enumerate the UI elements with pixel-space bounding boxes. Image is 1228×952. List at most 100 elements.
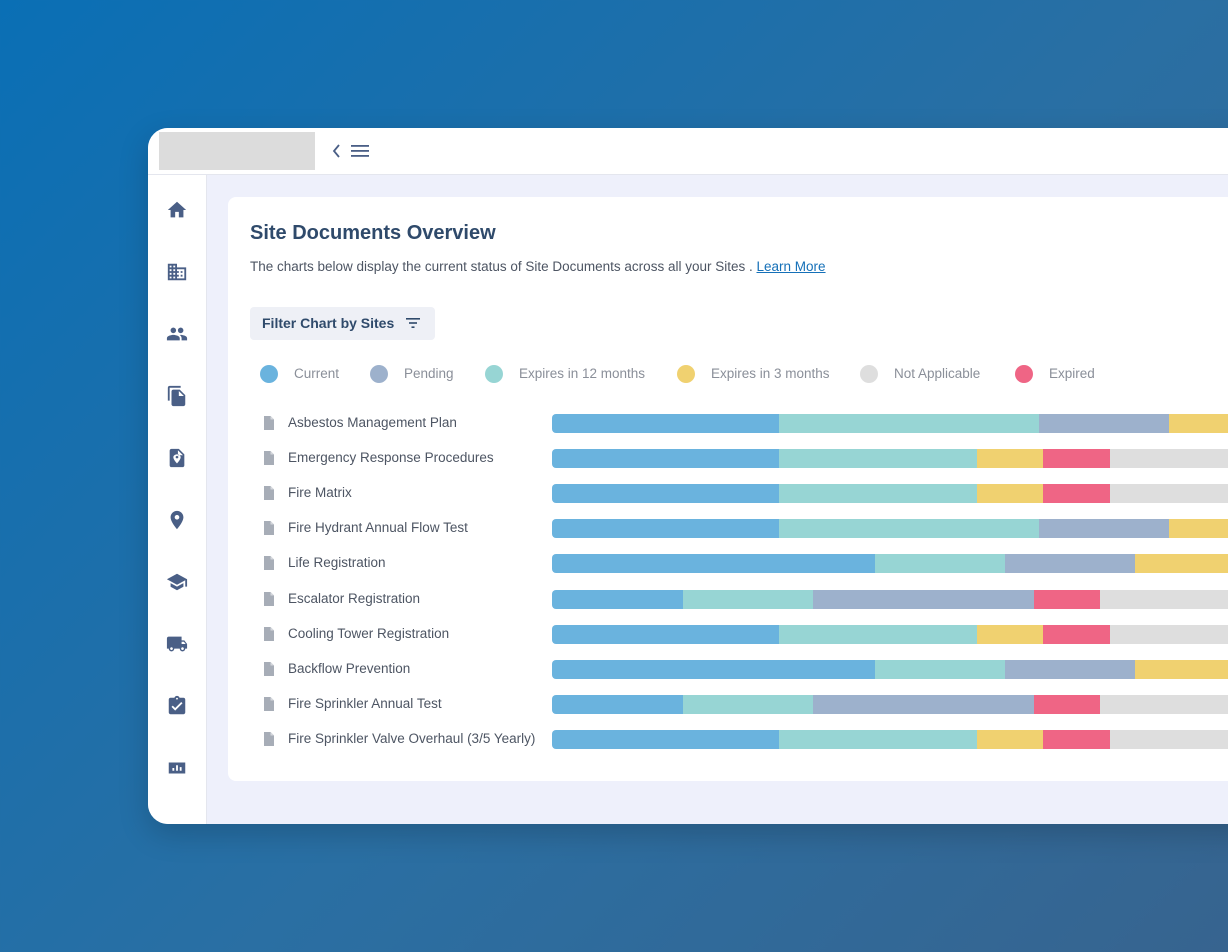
bar-segment-expires3[interactable]: [977, 449, 1043, 469]
bar-segment-expired[interactable]: [1043, 729, 1110, 749]
sidebar-item-buildings[interactable]: [166, 261, 188, 283]
row-label: Escalator Registration: [288, 590, 421, 606]
sidebar-toggle-button[interactable]: [330, 141, 374, 161]
bar-segment-pending[interactable]: [1005, 659, 1135, 679]
sidebar-item-people[interactable]: [166, 323, 188, 345]
bar-segment-current[interactable]: [552, 694, 683, 714]
learn-more-link[interactable]: Learn More: [756, 259, 826, 274]
bar-segment-expires12[interactable]: [779, 484, 977, 504]
document-icon: [264, 591, 274, 606]
bar-segment-pending[interactable]: [813, 589, 1034, 609]
bar-segment-current[interactable]: [552, 624, 779, 644]
bar-segment-current[interactable]: [552, 484, 779, 504]
app-window: Site Documents Overview The charts below…: [148, 128, 1228, 824]
bar-segment-expired[interactable]: [1043, 624, 1110, 644]
legend-label-current: Current: [294, 366, 340, 381]
bar-segment-expires12[interactable]: [875, 554, 1005, 574]
document-icon: [264, 626, 274, 641]
filter-chart-button[interactable]: Filter Chart by Sites: [250, 307, 435, 340]
row-label: Fire Hydrant Annual Flow Test: [288, 520, 468, 536]
stacked-bar[interactable]: [552, 729, 1228, 749]
row-label: Cooling Tower Registration: [288, 625, 450, 641]
sidebar-item-deliveries[interactable]: [166, 633, 188, 655]
bar-segment-current[interactable]: [552, 554, 875, 574]
bar-segment-expires3[interactable]: [977, 729, 1043, 749]
legend-dot-expires12: [485, 365, 503, 383]
bar-segment-current[interactable]: [552, 729, 779, 749]
stacked-bar[interactable]: [552, 694, 1228, 714]
bar-segment-current[interactable]: [552, 414, 779, 433]
page-subtitle: The charts below display the current sta…: [250, 259, 826, 274]
bar-segment-notApplicable[interactable]: [1110, 624, 1228, 644]
bar-segment-notApplicable[interactable]: [1110, 484, 1228, 504]
bar-segment-notApplicable[interactable]: [1110, 729, 1228, 749]
stacked-bar[interactable]: [552, 519, 1228, 539]
site-documents-card: Site Documents Overview The charts below…: [228, 197, 1228, 781]
bar-segment-expires3[interactable]: [1169, 414, 1228, 433]
bar-segment-expires3[interactable]: [977, 624, 1043, 644]
legend-label-expires3: Expires in 3 months: [711, 366, 830, 381]
bar-segment-expires12[interactable]: [779, 729, 977, 749]
legend-dot-current: [260, 365, 278, 383]
chart-row: Escalator Registration: [228, 581, 1228, 616]
row-label: Life Registration: [288, 555, 386, 571]
legend-dot-notApplicable: [860, 365, 878, 383]
stacked-bar[interactable]: [552, 484, 1228, 504]
sidebar-item-reports[interactable]: [166, 757, 188, 779]
bar-segment-expired[interactable]: [1043, 484, 1110, 504]
sidebar-item-site-documents[interactable]: [166, 447, 188, 469]
bar-segment-notApplicable[interactable]: [1110, 449, 1228, 469]
bar-segment-expires3[interactable]: [1135, 659, 1228, 679]
bar-segment-expires3[interactable]: [977, 484, 1043, 504]
graduation-cap-icon: [166, 573, 188, 591]
bar-segment-pending[interactable]: [1005, 554, 1135, 574]
bar-segment-current[interactable]: [552, 449, 779, 469]
bar-segment-pending[interactable]: [1039, 414, 1169, 433]
truck-icon: [166, 636, 188, 652]
bar-segment-current[interactable]: [552, 659, 875, 679]
bar-segment-notApplicable[interactable]: [1100, 694, 1228, 714]
bar-segment-expires12[interactable]: [779, 519, 1039, 539]
bar-segment-pending[interactable]: [1039, 519, 1169, 539]
bar-segment-notApplicable[interactable]: [1100, 589, 1228, 609]
row-label: Emergency Response Procedures: [288, 450, 494, 466]
stacked-bar[interactable]: [552, 624, 1228, 644]
logo-placeholder: [159, 132, 315, 170]
bar-segment-current[interactable]: [552, 589, 683, 609]
sidebar-item-locations[interactable]: [166, 509, 188, 531]
people-icon: [166, 327, 188, 341]
chart-icon: [168, 762, 186, 774]
legend-dot-pending: [370, 365, 388, 383]
chart-row: Fire Hydrant Annual Flow Test: [228, 510, 1228, 545]
legend-dot-expires3: [677, 365, 695, 383]
sidebar-item-home[interactable]: [166, 199, 188, 221]
bar-segment-expired[interactable]: [1043, 449, 1110, 469]
filter-icon: [406, 318, 420, 328]
bar-segment-expires3[interactable]: [1135, 554, 1228, 574]
stacked-bar[interactable]: [552, 449, 1228, 469]
bar-segment-pending[interactable]: [813, 694, 1034, 714]
chart-row: Fire Sprinkler Annual Test: [228, 686, 1228, 721]
row-label: Fire Sprinkler Valve Overhaul (3/5 Yearl…: [288, 730, 536, 746]
chart-row: Fire Matrix: [228, 475, 1228, 510]
bar-segment-current[interactable]: [552, 519, 779, 539]
stacked-bar[interactable]: [552, 589, 1228, 609]
bar-segment-expires3[interactable]: [1169, 519, 1228, 539]
bar-segment-expires12[interactable]: [779, 414, 1039, 433]
row-label: Fire Matrix: [288, 485, 352, 501]
document-icon: [264, 521, 274, 536]
bar-segment-expires12[interactable]: [875, 659, 1005, 679]
sidebar-item-training[interactable]: [166, 571, 188, 593]
bar-segment-expires12[interactable]: [683, 589, 813, 609]
bar-segment-expired[interactable]: [1034, 694, 1100, 714]
bar-segment-expires12[interactable]: [779, 624, 977, 644]
stacked-bar[interactable]: [552, 659, 1228, 679]
stacked-bar[interactable]: [552, 554, 1228, 574]
bar-segment-expired[interactable]: [1034, 589, 1100, 609]
chart-row: Backflow Prevention: [228, 651, 1228, 686]
sidebar-item-documents[interactable]: [166, 385, 188, 407]
sidebar-item-tasks[interactable]: [166, 695, 188, 717]
bar-segment-expires12[interactable]: [683, 694, 813, 714]
stacked-bar[interactable]: [552, 414, 1228, 433]
bar-segment-expires12[interactable]: [779, 449, 977, 469]
